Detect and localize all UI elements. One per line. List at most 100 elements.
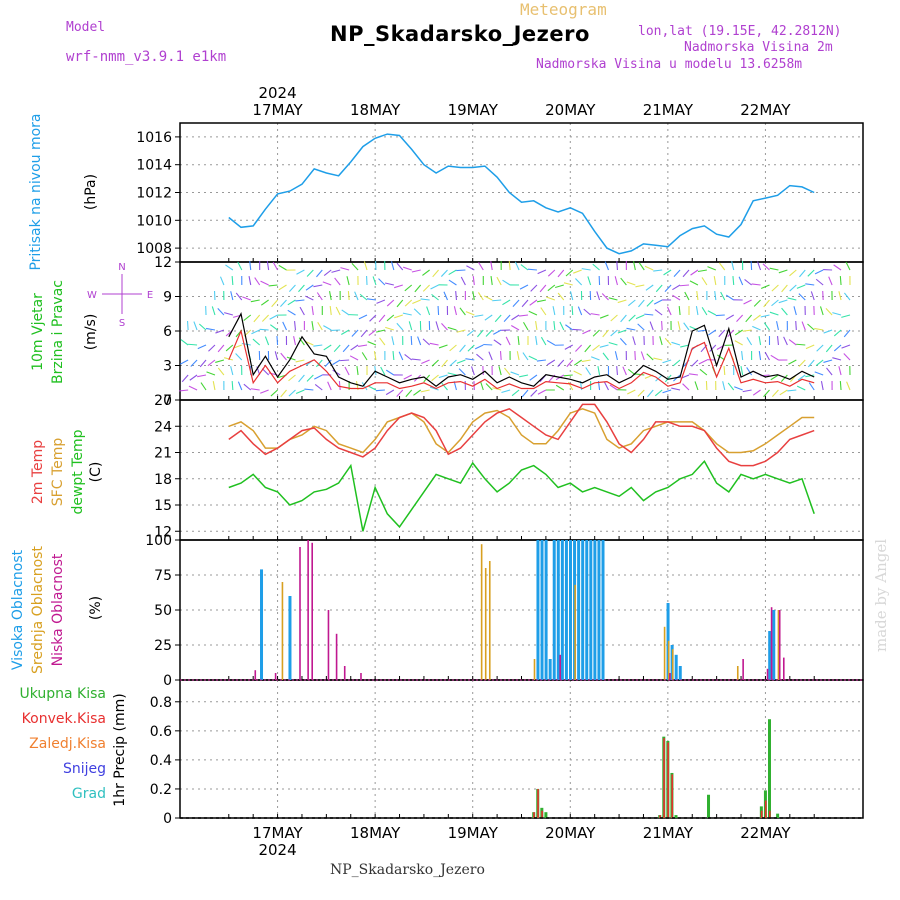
wind-arrow [758, 351, 762, 361]
cloud-bar [564, 540, 568, 680]
wind-arrow [342, 344, 350, 353]
wind-arrow [269, 314, 278, 320]
wind-arrow [559, 321, 565, 331]
wind-arrow [380, 366, 386, 376]
x-tick-label-bottom: 22MAY [740, 824, 791, 842]
wind-arrow [734, 386, 743, 391]
wind-arrow [530, 389, 538, 397]
wind-arrow [459, 307, 466, 316]
wind-arrow [323, 325, 332, 331]
wind-arrow [744, 278, 752, 286]
wind-arrow [206, 371, 216, 376]
wind-arrow [404, 299, 413, 307]
wind-arrow [701, 307, 708, 316]
wind-arrow [815, 278, 824, 286]
cloud-bar [548, 659, 552, 680]
y-tick-label: 27 [154, 393, 172, 409]
wind-arrow [376, 329, 386, 333]
wind-arrow [690, 269, 699, 276]
temp-ylabel-sfc: SFC Temp [50, 438, 66, 507]
wind-arrow [443, 291, 449, 301]
wind-arrow [793, 306, 797, 316]
wind-arrow [771, 389, 779, 398]
cloud-bar [766, 668, 769, 680]
compass-w: W [87, 290, 97, 301]
wind-arrow [360, 329, 368, 338]
wind-arrow [628, 314, 636, 322]
wind-arrow [516, 351, 520, 361]
wind-arrow [781, 284, 788, 293]
wind-arrow [333, 344, 341, 353]
wind-arrow [431, 374, 439, 382]
wind-arrow [843, 329, 851, 338]
temp-2m-line [228, 403, 815, 467]
wind-arrow [459, 344, 466, 353]
y-tick-label: 6 [163, 324, 172, 340]
x-tick-label-top: 21MAY [643, 101, 694, 119]
wind-arrow [366, 298, 377, 301]
wind-arrow [431, 359, 439, 367]
wind-arrow [472, 276, 475, 286]
wind-arrow [190, 359, 198, 367]
wind-arrow [798, 359, 806, 367]
wind-arrow [329, 291, 332, 301]
wind-arrow [378, 314, 386, 323]
cloud-ylabel-mid: Srednja Oblacnost [30, 546, 46, 674]
wind-arrow [408, 321, 413, 331]
wind-arrow [752, 325, 761, 331]
cloud-bar [327, 610, 330, 680]
wind-arrow [296, 269, 305, 275]
cloud-bar [589, 540, 593, 680]
wind-arrow [504, 367, 511, 376]
wind-arrow [769, 311, 779, 316]
wind-arrow [347, 290, 350, 301]
year-label-bottom: 2024 [258, 841, 296, 859]
wind-arrow [718, 329, 726, 338]
wind-arrow [536, 359, 546, 362]
wind-arrow [431, 293, 439, 301]
wind-arrow [763, 322, 770, 331]
y-tick-label: 1008 [136, 241, 172, 257]
y-tick-label: 21 [154, 446, 172, 462]
wind-arrow [678, 305, 681, 316]
wind-arrow [480, 381, 484, 391]
wind-arrow [653, 299, 663, 305]
wind-arrow [212, 381, 216, 391]
wind-arrow [305, 284, 314, 291]
wind-arrow [839, 275, 842, 286]
wind-arrow [565, 269, 574, 277]
cloud-bar [770, 607, 773, 680]
precip-bar [537, 788, 539, 818]
wind-arrow [288, 284, 296, 293]
wind-arrow [833, 329, 842, 337]
wind-arrow [356, 366, 359, 376]
wind-arrow [673, 269, 681, 278]
wind-arrow [519, 374, 529, 378]
wind-arrow [344, 366, 350, 376]
precip-bar [764, 800, 767, 818]
wind-arrow [241, 342, 251, 346]
wind-arrow [680, 344, 690, 348]
precip-bar [663, 738, 665, 818]
wind-arrow [477, 329, 484, 338]
wind-arrow [243, 383, 252, 391]
wind-arrow [769, 267, 779, 271]
cloud-bar [311, 542, 313, 680]
wind-arrow [237, 261, 243, 271]
wind-arrow [367, 341, 377, 346]
wind-arrow [590, 356, 600, 361]
wind-arrow [682, 383, 690, 391]
wind-arrow [198, 323, 207, 331]
wind-arrow [331, 269, 341, 273]
y-tick-label: 25 [154, 638, 172, 654]
wind-arrow [224, 312, 233, 316]
wind-arrow [751, 283, 761, 286]
cloud-bar [772, 610, 776, 680]
wind-arrow [709, 344, 717, 352]
wind-arrow [341, 309, 350, 316]
wind-arrow [635, 373, 645, 376]
cloud-bar [480, 544, 483, 680]
wind-arrow [610, 329, 618, 337]
wind-arrow [554, 284, 564, 289]
wind-arrow [734, 329, 743, 336]
